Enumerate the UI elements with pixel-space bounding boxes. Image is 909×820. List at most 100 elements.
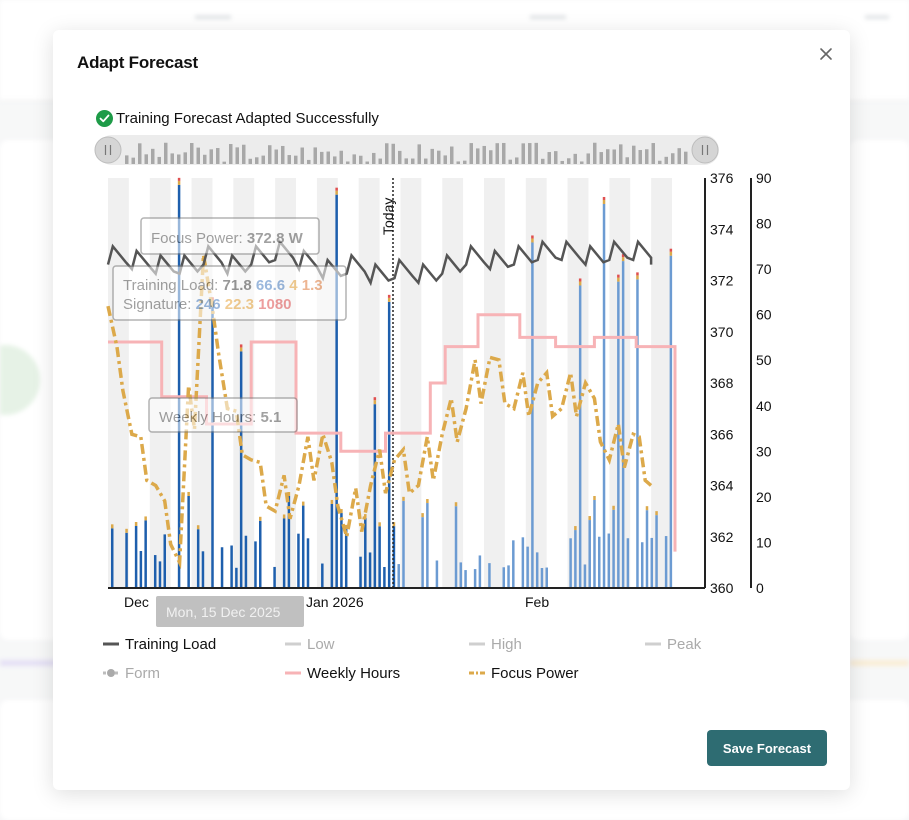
daily-bar-segment	[344, 524, 348, 529]
daily-bar-segment	[373, 400, 377, 405]
right-tick-label: 0	[756, 580, 764, 596]
slider-mini-bar	[521, 143, 525, 164]
daily-bar	[473, 569, 477, 588]
daily-bar	[598, 536, 601, 588]
daily-bar-segment	[645, 506, 649, 511]
slider-track[interactable]	[97, 135, 719, 165]
daily-bar-segment	[282, 514, 286, 519]
daily-bar-segment	[134, 522, 138, 527]
focus-power-line	[106, 254, 653, 570]
daily-bar	[306, 538, 310, 588]
daily-bar-segment	[187, 491, 190, 496]
daily-bar-segment	[387, 297, 391, 302]
daily-bar-segment	[330, 499, 334, 504]
slider-mini-bar	[638, 150, 642, 164]
left-tick-label: 368	[710, 375, 734, 391]
daily-bar	[139, 551, 143, 588]
daily-bar	[392, 526, 396, 588]
daily-bar	[426, 503, 429, 588]
slider-mini-bar	[495, 143, 499, 164]
legend-label: Training Load	[125, 636, 216, 653]
daily-bar	[387, 301, 391, 588]
daily-bar	[521, 537, 525, 588]
daily-bar-segment	[335, 187, 338, 191]
chart-tooltip: Focus Power: 372.8 W Training Load: 71.8…	[112, 217, 347, 627]
slider-mini-bar	[177, 154, 181, 164]
legend-item-weekly-hours[interactable]: Weekly Hours	[285, 665, 400, 682]
check-circle-icon	[96, 110, 113, 127]
background-divider	[850, 660, 909, 666]
slider-mini-bar	[684, 151, 688, 164]
slider-mini-bar	[398, 150, 402, 164]
legend-item-peak[interactable]: Peak	[645, 636, 702, 653]
week-band	[442, 178, 464, 588]
close-icon	[820, 48, 832, 60]
range-slider[interactable]	[94, 135, 719, 165]
daily-bar-segment	[239, 347, 243, 352]
daily-bar-segment	[669, 248, 673, 252]
daily-bar	[378, 526, 381, 588]
slider-handle-right[interactable]	[691, 136, 719, 164]
slider-mini-bar	[606, 149, 610, 164]
tooltip-signature: Signature: 246 22.3 1080	[123, 296, 292, 313]
legend-item-training-load[interactable]: Training Load	[103, 636, 216, 653]
slider-mini-bar	[216, 148, 220, 164]
slider-mini-bar	[456, 161, 460, 164]
daily-bar-segment	[669, 251, 673, 256]
slider-mini-bar	[138, 143, 142, 164]
slider-mini-bar	[515, 157, 519, 164]
legend-item-form[interactable]: Form	[103, 665, 160, 682]
slider-mini-bar	[482, 145, 486, 164]
right-axis-ticks: 90 80 70 60 50 40 30 20 10 0	[756, 170, 772, 596]
tooltip-hours-box	[148, 397, 298, 433]
daily-bar-segment	[340, 509, 343, 514]
tooltip-date: Mon, 15 Dec 2025	[166, 604, 281, 620]
daily-bar-segment	[335, 190, 338, 195]
right-tick-label: 80	[756, 216, 772, 232]
daily-bar-segment	[602, 199, 606, 204]
legend-item-low[interactable]: Low	[285, 636, 335, 653]
legend-item-focus-power[interactable]: Focus Power	[469, 665, 579, 682]
legend-item-high[interactable]: High	[469, 636, 522, 653]
slider-mini-bar	[378, 158, 382, 164]
slider-mini-bar	[203, 154, 207, 164]
forecast-chart[interactable]: Today 376 374 372 370 368 366 364 362 360 90 80 70…	[53, 30, 850, 710]
daily-bar	[607, 533, 611, 588]
daily-bar-segment	[617, 274, 620, 278]
slider-mini-bar	[391, 143, 395, 164]
slider-mini-bar	[430, 148, 434, 164]
slider-mini-bar	[359, 155, 363, 164]
daily-bar	[383, 567, 386, 588]
daily-bar-segment	[387, 294, 391, 298]
daily-bar	[321, 563, 324, 588]
slider-mini-bar	[476, 148, 480, 164]
save-forecast-button[interactable]: Save Forecast	[707, 730, 827, 766]
chart-legend[interactable]: Training Load Low High Peak Form Wee	[103, 636, 702, 682]
close-button[interactable]	[816, 44, 836, 64]
daily-bar-segment	[531, 235, 534, 239]
daily-bar	[187, 495, 190, 588]
slider-mini-bar	[619, 144, 623, 164]
slider-mini-bar	[209, 149, 213, 164]
x-axis-ticks: Dec Jan 2026 Feb	[124, 594, 549, 610]
slider-mini-bar	[651, 143, 655, 164]
daily-bar	[507, 565, 510, 588]
slider-mini-bar	[528, 143, 532, 164]
slider-mini-bar	[268, 145, 272, 164]
dialog-title: Adapt Forecast	[77, 53, 198, 72]
right-tick-label: 60	[756, 307, 772, 323]
tooltip-focus-power-box	[140, 217, 320, 255]
daily-bar	[196, 529, 200, 588]
daily-bar	[531, 242, 534, 588]
slider-mini-bar	[313, 147, 317, 164]
daily-bar	[574, 530, 577, 588]
slider-handle-left[interactable]	[94, 136, 122, 164]
slider-mini-bar	[593, 142, 597, 164]
slider-mini-bar	[541, 158, 545, 164]
legend-label: Weekly Hours	[307, 665, 400, 682]
daily-bar	[153, 555, 157, 588]
today-label: Today	[380, 198, 396, 235]
daily-bar-segment	[621, 254, 625, 258]
slider-mini-bar	[307, 159, 311, 164]
daily-bar	[335, 194, 338, 588]
